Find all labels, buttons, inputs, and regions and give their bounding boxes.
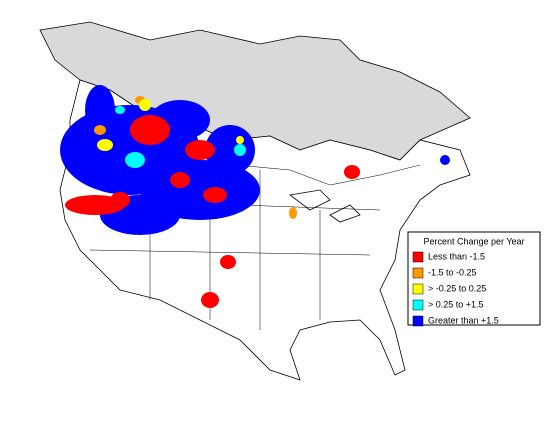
trend-area (344, 165, 360, 179)
trend-area (220, 255, 236, 269)
legend-label: Less than -1.5 (428, 251, 485, 261)
legend: Percent Change per Year Less than -1.5 -1… (407, 231, 541, 327)
trend-area (185, 140, 215, 160)
legend-label: Greater than +1.5 (428, 315, 499, 325)
trend-area (203, 187, 227, 203)
legend-swatch (412, 251, 424, 263)
trend-area (234, 144, 246, 156)
great-lakes (289, 189, 361, 223)
trend-area (125, 152, 145, 168)
legend-swatch (412, 315, 424, 327)
trend-area (139, 99, 151, 111)
trend-area (440, 155, 450, 165)
legend-title: Percent Change per Year (423, 236, 524, 246)
legend-label: > 0.25 to +1.5 (428, 299, 484, 309)
trend-area (94, 125, 106, 135)
trend-areas (60, 85, 450, 308)
trend-area (289, 207, 297, 219)
trend-area (201, 292, 219, 308)
trend-area (130, 115, 170, 145)
trend-area (115, 106, 125, 114)
trend-area (236, 136, 244, 144)
trend-area (97, 139, 113, 151)
trend-area (85, 85, 115, 135)
legend-label: -1.5 to -0.25 (428, 267, 477, 277)
legend-swatch (412, 267, 424, 279)
legend-label: > -0.25 to 0.25 (428, 283, 486, 293)
legend-box (407, 231, 541, 326)
trend-area (110, 192, 130, 208)
legend-swatch (412, 283, 424, 295)
legend-swatch (412, 299, 424, 311)
trend-area (170, 172, 190, 188)
